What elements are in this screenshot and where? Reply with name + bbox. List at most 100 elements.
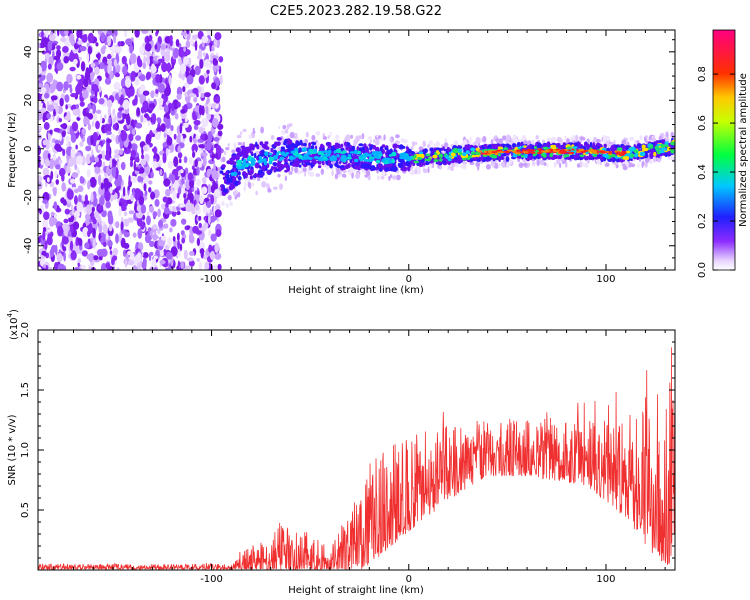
spectrogram-cell — [188, 57, 192, 67]
spectrogram-cell — [99, 196, 105, 206]
spectrogram-cell — [364, 163, 370, 169]
spectrogram-cell — [501, 163, 506, 168]
spectrogram-cell — [55, 164, 61, 170]
spectrogram-cell — [391, 175, 397, 180]
spectrogram-cell — [159, 259, 166, 265]
spectrogram-cell — [203, 92, 211, 98]
spectrogram-cell — [249, 143, 254, 147]
spectrogram-cell — [439, 164, 443, 170]
spectrogram-cell — [68, 33, 75, 44]
spectrogram-cell — [498, 151, 504, 154]
spectrogram-cell — [211, 151, 215, 162]
spectrogram-cell — [386, 167, 389, 172]
spectrogram-cell — [235, 147, 242, 153]
spectrogram-cell — [403, 166, 408, 172]
spectrogram-cell — [282, 153, 288, 157]
spectrogram-cell — [436, 150, 440, 154]
spectrogram-cell — [148, 205, 155, 213]
spectrogram-cell — [79, 45, 87, 52]
spectrogram-cell — [576, 163, 581, 168]
spectrogram-cell — [87, 230, 91, 238]
spectrogram-cell — [131, 264, 138, 270]
spectrogram-cell — [153, 255, 158, 260]
spectrogram-cell — [570, 137, 576, 141]
spectrogram-cell — [359, 154, 364, 158]
svg-text:(x104): (x104) — [6, 309, 20, 340]
spectrogram-cell — [98, 174, 102, 186]
spectrogram-cell — [60, 36, 67, 43]
spectrogram-cell — [140, 158, 147, 166]
spectrogram-cell — [405, 160, 411, 167]
spectrogram-cell — [81, 195, 86, 201]
spectrogram-cell — [219, 74, 223, 85]
spectrogram-cell — [276, 152, 280, 157]
spectrogram-cell — [64, 208, 70, 215]
spectrogram-cell — [183, 156, 188, 164]
spectrogram-cell — [97, 145, 102, 151]
spectrogram-cell — [369, 139, 372, 143]
spectrogram-cell — [227, 143, 230, 147]
spectrogram-cell — [91, 154, 95, 162]
spectrogram-cell — [339, 165, 345, 169]
spectrogram-cell — [130, 175, 138, 183]
spectrogram-cell — [154, 44, 158, 50]
spectrogram-cell — [625, 150, 631, 154]
spectrogram-cell — [54, 170, 58, 179]
spectrogram-cell — [277, 126, 281, 130]
spectrogram-cell — [118, 87, 122, 98]
snr-multiplier: (x104) — [6, 309, 20, 340]
spectrogram-cell — [518, 162, 524, 168]
spectrogram-cell — [226, 160, 231, 165]
spectrogram-cell — [409, 151, 416, 155]
spectrogram-cell — [377, 175, 381, 180]
spectrogram-cell — [365, 169, 371, 177]
spectrogram-cell — [144, 234, 152, 244]
spectrogram-cell — [180, 109, 186, 114]
spectrogram-cell — [311, 141, 317, 146]
spectrogram-cell — [126, 114, 131, 126]
spectrogram-cell — [87, 123, 92, 131]
spectrogram-cell — [255, 141, 258, 148]
spectrogram-cell — [66, 189, 74, 200]
spectrogram-cell — [512, 135, 517, 143]
spectrogram-cell — [167, 237, 173, 247]
spectrogram-cell — [127, 185, 131, 191]
spectrogram-cell — [151, 113, 157, 125]
spectrogram-cell — [272, 166, 278, 170]
spectrogram-cell — [213, 38, 218, 48]
spectrogram-cell — [200, 92, 205, 99]
spectrogram-cell — [495, 149, 503, 152]
spectrogram-cell — [122, 186, 126, 197]
spectrogram-cell — [530, 151, 536, 154]
spectrogram-cell — [595, 158, 601, 163]
spectrogram-cell — [57, 205, 60, 211]
spectrogram-cell — [401, 145, 406, 149]
spectrogram-cell — [162, 152, 167, 164]
spectrogram-cell — [336, 144, 342, 149]
spectrogram-cell — [257, 170, 263, 176]
spectrogram-cell — [250, 159, 255, 164]
spectrogram-cell — [141, 214, 146, 221]
spectrogram-cell — [255, 190, 258, 196]
spectrogram-cell — [127, 259, 135, 266]
spectrogram-cell — [579, 154, 585, 158]
spectrogram-cell — [637, 162, 640, 168]
spectrogram-cell — [439, 158, 443, 162]
spectrogram-cell — [128, 174, 131, 184]
colorbar-ticks: 0.00.20.40.60.8 — [697, 66, 735, 278]
spectrogram-cell — [114, 72, 120, 78]
spectrogram-cell — [134, 76, 140, 86]
spectrogram-cell — [169, 227, 173, 233]
spectrogram-cell — [71, 121, 79, 132]
spectrogram-cell — [144, 42, 152, 52]
spectrogram-cell — [349, 151, 356, 154]
spectrogram-cell — [328, 142, 332, 147]
spectrogram-cell — [422, 162, 426, 166]
spectrogram-cell — [117, 111, 122, 119]
spectrogram-cell — [202, 222, 209, 230]
spectrogram-cell — [117, 41, 122, 47]
colorbar-tick-label: 0.8 — [697, 66, 708, 82]
spectrogram-cell — [650, 153, 654, 159]
spectrogram-cell — [639, 135, 643, 140]
spectrogram-cell — [502, 135, 507, 141]
